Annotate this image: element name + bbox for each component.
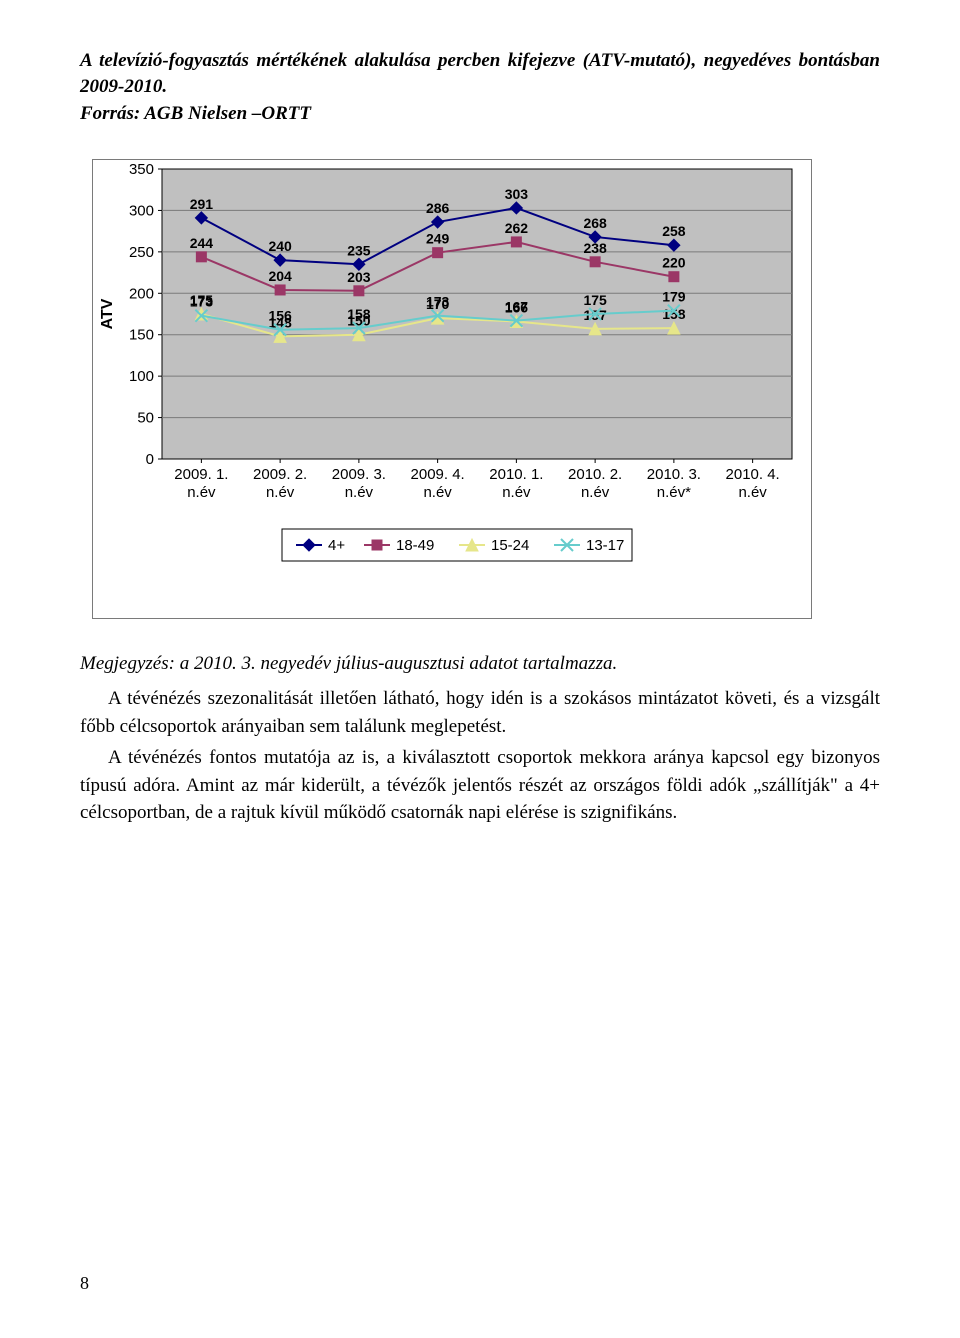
svg-text:15-24: 15-24 — [491, 537, 529, 554]
body-paragraphs: A tévénézés szezonalitását illetően láth… — [80, 685, 880, 827]
svg-text:175: 175 — [583, 292, 607, 308]
svg-text:n.év: n.év — [502, 484, 531, 501]
svg-text:238: 238 — [583, 240, 607, 256]
svg-text:50: 50 — [137, 410, 154, 427]
svg-text:18-49: 18-49 — [396, 537, 434, 554]
svg-text:158: 158 — [347, 306, 371, 322]
paragraph-1: A tévénézés szezonalitását illetően láth… — [80, 685, 880, 740]
svg-text:204: 204 — [268, 268, 292, 284]
svg-text:350: 350 — [129, 161, 154, 178]
svg-text:13-17: 13-17 — [586, 537, 624, 554]
svg-text:ATV: ATV — [99, 299, 116, 330]
svg-text:167: 167 — [505, 299, 529, 315]
chart-footnote: Megjegyzés: a 2010. 3. negyedév július-a… — [80, 653, 880, 675]
svg-text:2009. 2.: 2009. 2. — [253, 466, 307, 483]
svg-text:0: 0 — [146, 451, 154, 468]
page-number: 8 — [80, 1273, 89, 1294]
svg-text:n.év: n.év — [581, 484, 610, 501]
svg-text:150: 150 — [129, 327, 154, 344]
svg-text:2009. 4.: 2009. 4. — [411, 466, 465, 483]
svg-text:2010. 3.: 2010. 3. — [647, 466, 701, 483]
svg-text:179: 179 — [662, 289, 686, 305]
svg-text:249: 249 — [426, 231, 450, 247]
svg-text:2010. 4.: 2010. 4. — [726, 466, 780, 483]
svg-text:258: 258 — [662, 224, 686, 240]
svg-text:n.év: n.év — [345, 484, 374, 501]
svg-text:n.év*: n.év* — [657, 484, 691, 501]
chart-title: A televízió-fogyasztás mértékének alakul… — [80, 48, 880, 99]
svg-text:300: 300 — [129, 203, 154, 220]
svg-text:173: 173 — [190, 294, 214, 310]
svg-text:2009. 1.: 2009. 1. — [174, 466, 228, 483]
svg-text:2010. 1.: 2010. 1. — [489, 466, 543, 483]
svg-text:n.év: n.év — [187, 484, 216, 501]
svg-text:2010. 2.: 2010. 2. — [568, 466, 622, 483]
svg-text:156: 156 — [268, 308, 292, 324]
svg-text:240: 240 — [268, 238, 292, 254]
svg-text:n.év: n.év — [266, 484, 295, 501]
svg-text:100: 100 — [129, 368, 154, 385]
svg-text:250: 250 — [129, 244, 154, 261]
svg-text:203: 203 — [347, 269, 371, 285]
svg-text:n.év: n.év — [423, 484, 452, 501]
svg-text:220: 220 — [662, 255, 686, 271]
svg-text:158: 158 — [662, 306, 686, 322]
svg-text:244: 244 — [190, 235, 214, 251]
chart-source: Forrás: AGB Nielsen –ORTT — [80, 103, 880, 125]
atv-line-chart: 050100150200250300350ATV2009. 1.n.év2009… — [92, 159, 880, 619]
svg-text:303: 303 — [505, 186, 529, 202]
svg-text:200: 200 — [129, 286, 154, 303]
svg-text:2009. 3.: 2009. 3. — [332, 466, 386, 483]
svg-text:262: 262 — [505, 220, 529, 236]
svg-text:268: 268 — [583, 215, 607, 231]
svg-text:n.év: n.év — [738, 484, 767, 501]
svg-text:286: 286 — [426, 200, 450, 216]
svg-text:291: 291 — [190, 196, 214, 212]
svg-text:173: 173 — [426, 294, 450, 310]
svg-text:235: 235 — [347, 243, 371, 259]
svg-text:4+: 4+ — [328, 537, 345, 554]
paragraph-2: A tévénézés fontos mutatója az is, a kiv… — [80, 744, 880, 827]
